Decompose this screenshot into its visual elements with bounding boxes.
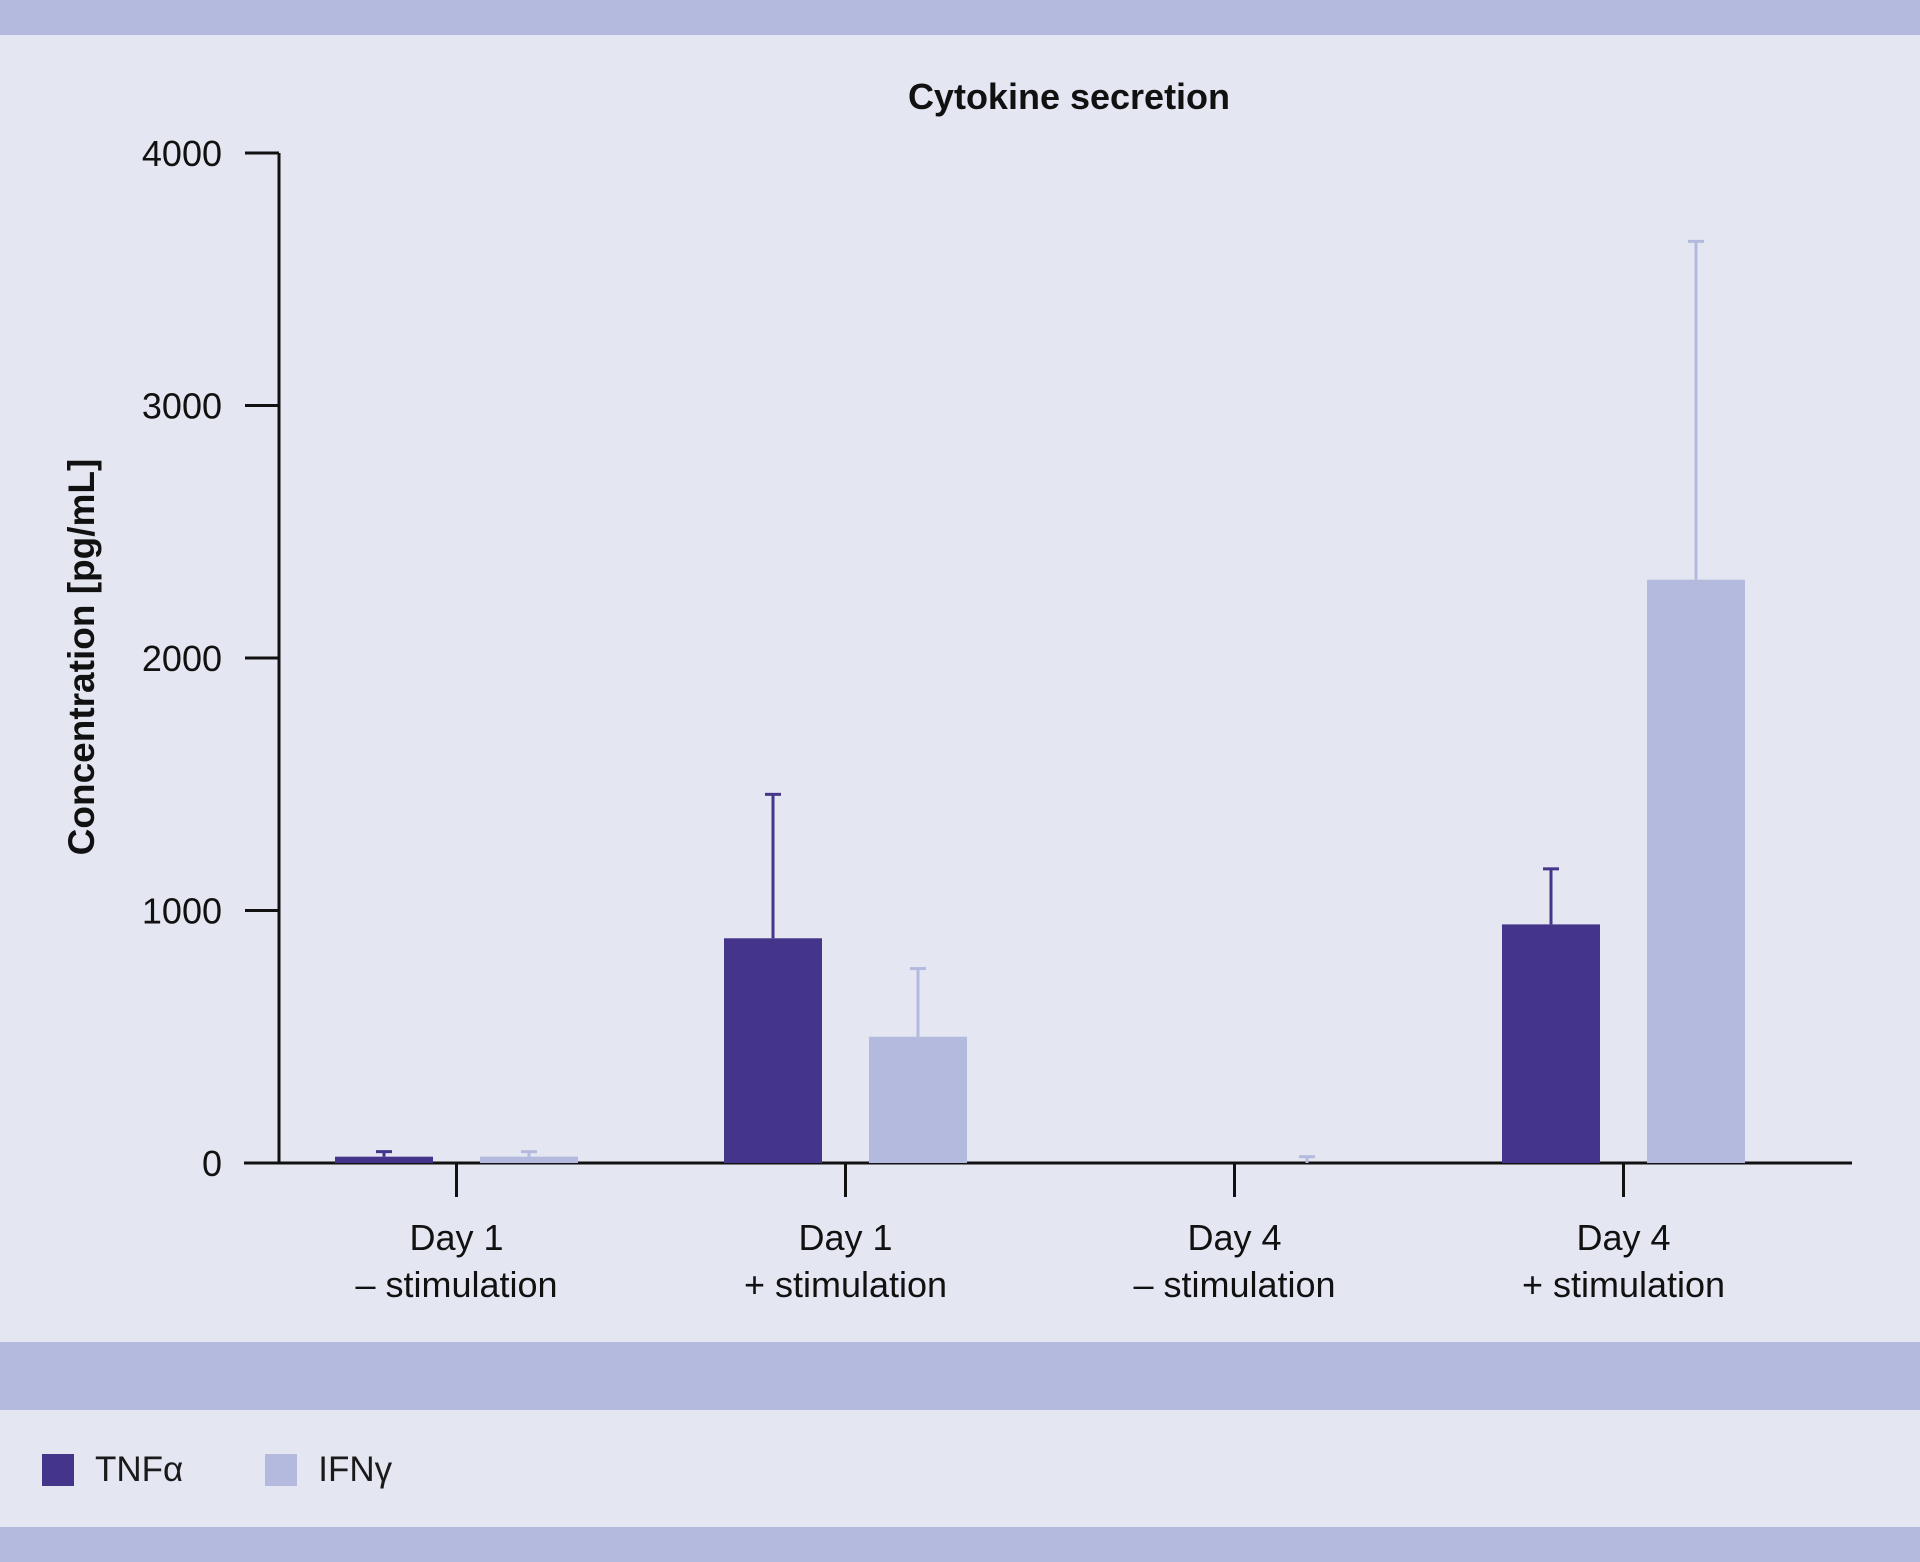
x-tick-label: – stimulation [355, 1264, 557, 1305]
legend-swatch-ifng [265, 1454, 298, 1486]
x-tick-label: Day 1 [798, 1217, 892, 1258]
y-axis: 0 1000 2000 3000 4000 [142, 133, 281, 1184]
bars [335, 579, 1745, 1163]
chart-title: Cytokine secretion [908, 76, 1230, 117]
x-axis: Day 1 – stimulation Day 1 + stimulation Day … [244, 1161, 1852, 1305]
legend-label-ifng: IFNγ [318, 1450, 393, 1489]
y-tick-label: 3000 [142, 386, 222, 427]
bar-chart: Cytokine secretion Concentration [pg/mL]… [61, 76, 1852, 1305]
y-axis-label: Concentration [pg/mL] [61, 459, 102, 856]
bar [724, 938, 822, 1163]
legend: TNFα IFNγ [42, 1450, 474, 1490]
legend-swatch-tnfa [42, 1454, 74, 1486]
x-tick-label: Day 1 [409, 1217, 503, 1258]
error-bars [376, 239, 1704, 1163]
x-tick-label: + stimulation [744, 1264, 947, 1305]
bar [480, 1156, 578, 1163]
x-tick-label: Day 4 [1187, 1217, 1281, 1258]
bar [1502, 924, 1600, 1163]
x-tick-label: – stimulation [1133, 1264, 1335, 1305]
y-tick-label: 0 [202, 1143, 222, 1184]
x-tick-label: Day 4 [1576, 1217, 1670, 1258]
legend-label-tnfa: TNFα [95, 1450, 184, 1489]
y-tick-label: 4000 [142, 133, 222, 174]
bar [1647, 579, 1745, 1163]
x-tick-label: + stimulation [1522, 1264, 1725, 1305]
legend-item-ifng: IFNγ [265, 1450, 392, 1490]
bar [335, 1156, 433, 1163]
legend-top-band [0, 1342, 1920, 1410]
y-tick-label: 2000 [142, 638, 222, 679]
bar [869, 1036, 967, 1163]
y-tick-label: 1000 [142, 891, 222, 932]
top-band [0, 0, 1920, 35]
legend-item-tnfa: TNFα [42, 1450, 183, 1490]
bottom-band [0, 1527, 1920, 1562]
